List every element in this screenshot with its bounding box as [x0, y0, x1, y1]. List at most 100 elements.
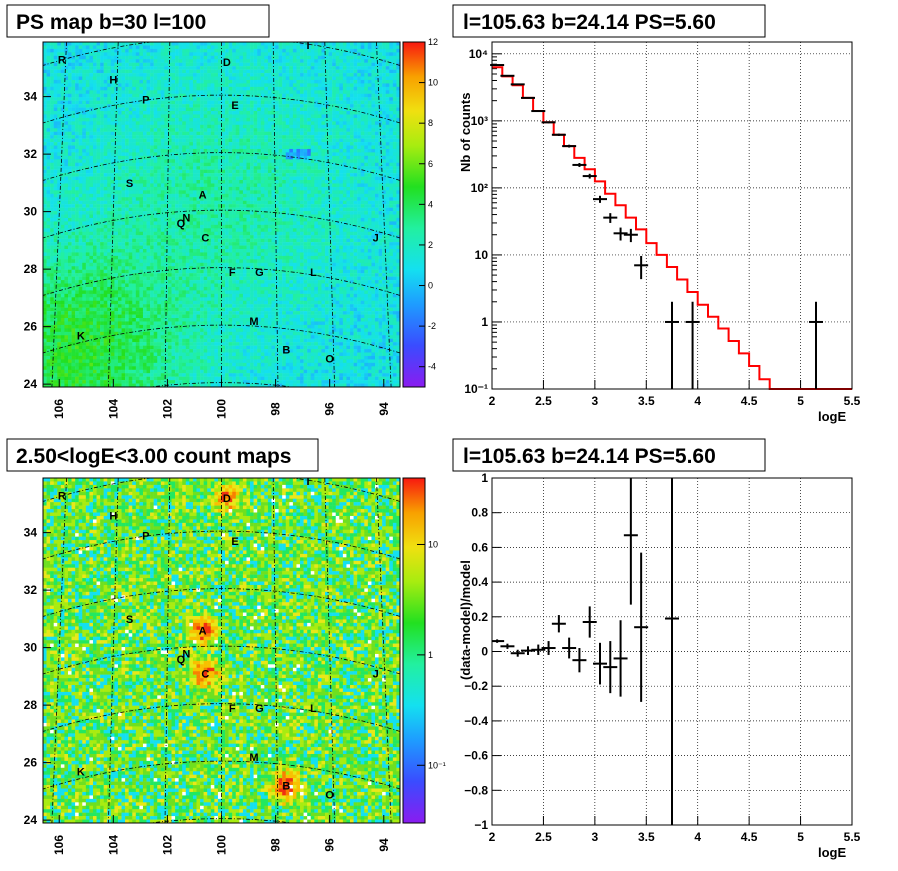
- source-label-I: I: [306, 476, 309, 488]
- latitude-line: [43, 760, 400, 790]
- y-tick-label: −1: [474, 818, 488, 832]
- spectrum-ylabel: Nb of counts: [458, 93, 473, 172]
- panel1-title-box: [6, 4, 270, 38]
- panel4-title: l=105.63 b=24.14 PS=5.60: [463, 445, 716, 468]
- source-label-D: D: [223, 57, 231, 69]
- residual-plot: 2 2.5 3 3.5 4 4.5 5 5.5 −1 −0.8 −0.6 −0.4 −0.2 0 0.2 0.…: [464, 471, 861, 844]
- y-tick-label: 32: [24, 147, 38, 161]
- source-label-K: K: [77, 766, 85, 778]
- data-point: [685, 301, 700, 389]
- data-point: [593, 195, 607, 203]
- x-tick-label: 3: [592, 830, 599, 844]
- y-tick-label: 26: [24, 756, 38, 770]
- data-point: [551, 133, 566, 136]
- plot-frame: [491, 41, 853, 390]
- x-tick-label: 5.5: [844, 394, 861, 408]
- source-label-R: R: [58, 54, 66, 66]
- source-label-J: J: [373, 669, 379, 681]
- y-tick-label: 34: [24, 526, 38, 540]
- data-point: [541, 121, 556, 124]
- longitude-line: [164, 42, 171, 387]
- panel2-title: l=105.63 b=24.14 PS=5.60: [463, 11, 716, 34]
- y-tick-label: 10: [475, 248, 489, 262]
- colorbar-tick-label: -2: [428, 321, 436, 331]
- source-label-S: S: [126, 614, 133, 626]
- sky-grid-lines: [43, 478, 400, 823]
- y-tick-label: 24: [24, 377, 38, 391]
- spectrum-xlabel: logE: [818, 409, 846, 424]
- source-label-N: N: [182, 212, 190, 224]
- data-point: [634, 255, 649, 280]
- source-label-Q: Q: [177, 654, 186, 666]
- colorbar-tick-label: 10: [428, 78, 438, 88]
- data-point: [531, 110, 546, 113]
- colorbar-tick-label: 12: [428, 37, 438, 47]
- y-tick-label: 32: [24, 583, 38, 597]
- longitude-line: [272, 478, 279, 823]
- data-point: [809, 301, 823, 389]
- source-label-S: S: [126, 178, 133, 190]
- plot-frame: [491, 477, 853, 826]
- source-label-P: P: [142, 95, 149, 107]
- x-tick-label: 3.5: [638, 830, 655, 844]
- colorbar-tick-label: -4: [428, 362, 436, 372]
- x-tick-label: 104: [106, 835, 120, 855]
- source-label-C: C: [201, 669, 209, 681]
- longitude-line: [324, 478, 335, 823]
- residual-point: [665, 478, 679, 825]
- data-point: [500, 74, 515, 77]
- x-tick-label: 4: [694, 830, 701, 844]
- x-tick-label: 100: [215, 399, 229, 419]
- x-tick-label: 3.5: [638, 394, 655, 408]
- residual-ylabel: (data-model)/model: [458, 560, 473, 680]
- y-tick-label: −0.6: [464, 749, 488, 763]
- y-tick-label: −0.4: [464, 714, 488, 728]
- data-point: [572, 163, 587, 167]
- y-tick-label: 30: [24, 205, 38, 219]
- source-label-C: C: [201, 233, 209, 245]
- x-tick-label: 2: [489, 830, 496, 844]
- count-map-heatmap: R H P D E I S ANQ C J F G L M K B O 106 104 102 100 98 96 94 24 2…: [24, 476, 401, 855]
- x-tick-label: 5.5: [844, 830, 861, 844]
- y-tick-label: 26: [24, 320, 38, 334]
- source-label-N: N: [182, 648, 190, 660]
- heatmap-cells: [43, 42, 400, 387]
- x-tick-label: 106: [52, 835, 66, 855]
- colorbar-tick-label: 10: [428, 539, 438, 549]
- colorbar-tick-label: 2: [428, 240, 433, 250]
- longitude-line: [376, 42, 392, 387]
- y-tick-label: 34: [24, 90, 38, 104]
- residual-point: [531, 644, 546, 655]
- source-label-R: R: [58, 490, 66, 502]
- source-label-J: J: [373, 233, 379, 245]
- x-tick-label: 4.5: [741, 830, 758, 844]
- source-label-K: K: [77, 330, 85, 342]
- y-tick-label: 24: [24, 813, 38, 827]
- x-tick-label: 98: [269, 402, 283, 416]
- panel2-title-box: [452, 4, 766, 38]
- x-tick-label: 3: [592, 394, 599, 408]
- longitude-line: [108, 42, 119, 387]
- residual-point: [510, 649, 525, 657]
- y-tick-label: 0.8: [471, 506, 488, 520]
- x-tick-label: 5: [797, 394, 804, 408]
- source-label-I: I: [306, 40, 309, 52]
- residual-point: [582, 606, 597, 638]
- spectrum-plot: 2 2.5 3 3.5 4 4.5 5 5.5 10⁻¹ 1 10 10² 10³ 10⁴: [464, 41, 861, 408]
- colorbar-tick-label: 0: [428, 281, 433, 291]
- latitude-line: [43, 530, 400, 560]
- residual-point: [603, 641, 618, 694]
- source-label-H: H: [109, 510, 117, 522]
- source-label-P: P: [142, 531, 149, 543]
- ps-map-colorbar-ticks: -4 -2 0 2 4 6 8 10 12: [419, 37, 438, 372]
- x-tick-label: 98: [269, 838, 283, 852]
- residual-point: [562, 637, 577, 659]
- x-tick-label: 2: [489, 394, 496, 408]
- longitude-line: [51, 42, 67, 387]
- source-label-Q: Q: [177, 218, 186, 230]
- data-point: [521, 96, 535, 99]
- y-tick-label: 0.2: [471, 610, 488, 624]
- x-tick-label: 4.5: [741, 394, 758, 408]
- x-tick-label: 4: [694, 394, 701, 408]
- source-label-B: B: [282, 345, 290, 357]
